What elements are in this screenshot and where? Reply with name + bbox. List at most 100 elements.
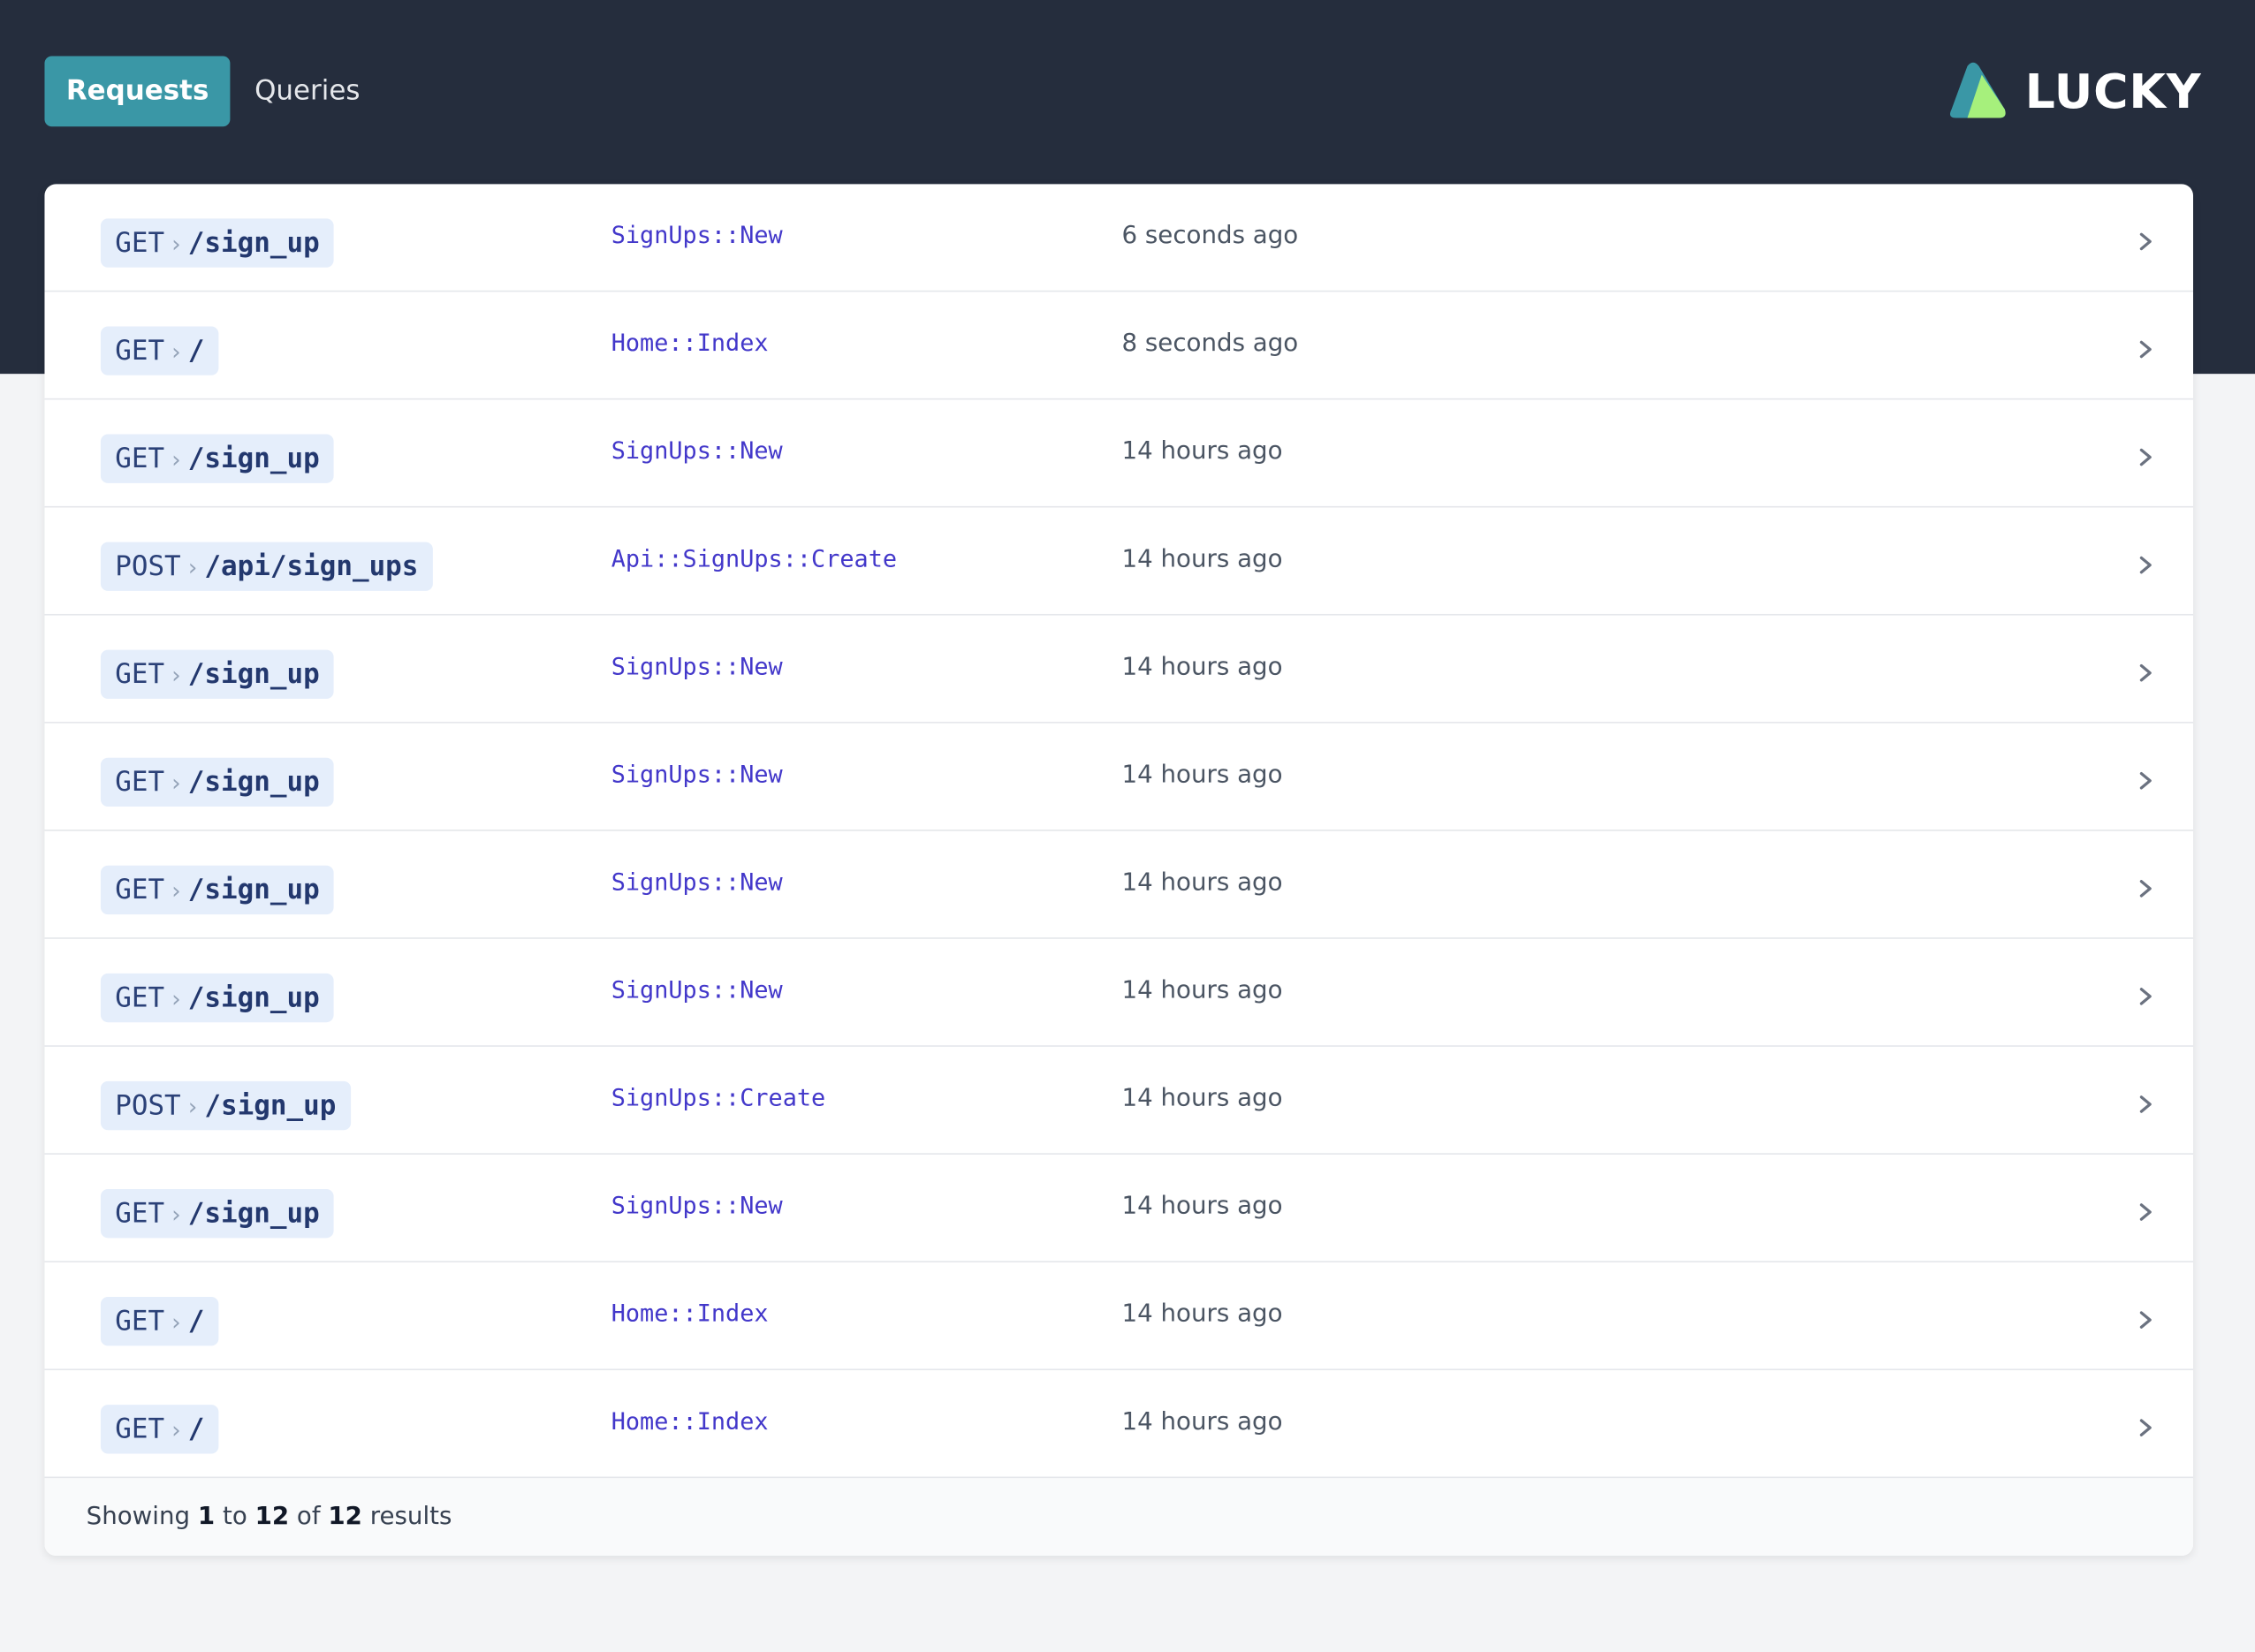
- action-name: Home::Index: [611, 329, 769, 357]
- http-method: POST: [115, 1089, 181, 1122]
- timestamp: 14 hours ago: [1121, 1084, 1283, 1113]
- request-row[interactable]: GET ›/sign_up SignUps::New 14 hours ago: [44, 399, 2194, 508]
- timestamp: 14 hours ago: [1121, 1192, 1283, 1221]
- separator: ›: [171, 769, 181, 797]
- request-path: /sign_up: [187, 766, 320, 799]
- text: Showing: [86, 1502, 191, 1532]
- request-row[interactable]: GET ›/sign_up SignUps::New 14 hours ago: [44, 939, 2194, 1047]
- request-list: GET ›/sign_up SignUps::New 6 seconds ago GET…: [44, 184, 2194, 1557]
- timestamp: 14 hours ago: [1121, 1300, 1283, 1329]
- request-path: /: [187, 1413, 205, 1445]
- timestamp: 14 hours ago: [1121, 1407, 1283, 1436]
- request-path: /sign_up: [187, 874, 320, 906]
- separator: ›: [187, 553, 198, 581]
- http-method: GET: [115, 1197, 165, 1230]
- request-row[interactable]: POST ›/sign_up SignUps::Create 14 hours ago: [44, 1047, 2194, 1155]
- request-row[interactable]: GET › / Home::Index 14 hours ago: [44, 1370, 2194, 1479]
- request-row[interactable]: GET › / Home::Index 8 seconds ago: [44, 292, 2194, 400]
- route-badge: GET ›/sign_up: [100, 1188, 334, 1239]
- nav-tab[interactable]: Queries: [254, 74, 361, 107]
- request-path: /api/sign_ups: [204, 550, 419, 583]
- timestamp: 8 seconds ago: [1121, 329, 1299, 359]
- separator: ›: [171, 1201, 181, 1228]
- route-badge: GET ›/sign_up: [100, 218, 334, 268]
- action-name: Home::Index: [611, 1300, 769, 1328]
- text: results: [369, 1502, 452, 1532]
- route-badge: POST ›/api/sign_ups: [100, 542, 433, 591]
- timestamp: 14 hours ago: [1121, 436, 1283, 466]
- action-name: SignUps::New: [611, 1192, 783, 1220]
- separator: ›: [171, 1308, 181, 1336]
- logo-text: LUCKY: [2024, 62, 2202, 119]
- chevron-icon: [2139, 1311, 2152, 1329]
- request-row[interactable]: GET › / Home::Index 14 hours ago: [44, 1262, 2194, 1371]
- chevron-icon: [2139, 771, 2152, 790]
- timestamp: 6 seconds ago: [1121, 221, 1299, 251]
- separator: ›: [171, 661, 181, 689]
- route-badge: GET ›/sign_up: [100, 757, 334, 807]
- request-path: /sign_up: [187, 981, 320, 1014]
- route-badge: GET ›/sign_up: [100, 865, 334, 915]
- chevron-icon: [2139, 232, 2152, 251]
- route-badge: GET › /: [100, 1405, 219, 1454]
- request-path: /: [187, 1305, 205, 1338]
- action-name: SignUps::New: [611, 976, 783, 1004]
- chevron-icon: [2139, 663, 2152, 682]
- separator: ›: [171, 984, 181, 1012]
- request-row[interactable]: POST ›/api/sign_ups Api::SignUps::Create 14…: [44, 508, 2194, 616]
- separator: ›: [171, 337, 181, 366]
- request-row[interactable]: GET ›/sign_up SignUps::New 14 hours ago: [44, 831, 2194, 939]
- request-row[interactable]: GET ›/sign_up SignUps::New 14 hours ago: [44, 724, 2194, 831]
- request-row[interactable]: GET ›/sign_up SignUps::New 6 seconds ago: [44, 184, 2194, 292]
- timestamp: 14 hours ago: [1121, 544, 1283, 574]
- request-path: /sign_up: [187, 658, 320, 691]
- action-name: SignUps::Create: [611, 1084, 826, 1112]
- chevron-icon: [2139, 988, 2152, 1005]
- separator: ›: [187, 1092, 198, 1120]
- action-name: SignUps::New: [611, 221, 783, 249]
- action-name: Home::Index: [611, 1407, 769, 1436]
- chevron-icon: [2139, 1095, 2152, 1113]
- request-path: /sign_up: [187, 1197, 320, 1230]
- route-badge: GET › /: [100, 326, 219, 375]
- pagination-summary: Showing 1 to 12 of 12 results: [44, 1478, 2194, 1557]
- request-row[interactable]: GET ›/sign_up SignUps::New 14 hours ago: [44, 1155, 2194, 1262]
- separator: ›: [171, 1416, 181, 1444]
- rows: GET ›/sign_up SignUps::New 6 seconds ago GET…: [44, 184, 2194, 1479]
- action-name: SignUps::New: [611, 436, 783, 465]
- action-name: SignUps::New: [611, 868, 783, 896]
- route-badge: GET › /: [100, 1297, 219, 1346]
- chevron-icon: [2139, 1203, 2152, 1221]
- http-method: GET: [115, 227, 165, 259]
- separator: ›: [171, 876, 181, 905]
- request-path: /: [187, 335, 205, 368]
- chevron-icon: [2139, 556, 2152, 574]
- separator: ›: [171, 445, 181, 474]
- logo: LUCKY: [1948, 57, 2202, 124]
- http-method: POST: [115, 550, 181, 583]
- timestamp: 14 hours ago: [1121, 652, 1283, 682]
- route-badge: GET ›/sign_up: [100, 649, 334, 699]
- action-name: SignUps::New: [611, 652, 783, 680]
- request-path: /sign_up: [187, 227, 320, 259]
- action-name: Api::SignUps::Create: [611, 544, 898, 572]
- nav-tab[interactable]: Requests: [44, 56, 231, 127]
- action-name: SignUps::New: [611, 760, 783, 788]
- number: 12: [328, 1502, 362, 1532]
- http-method: GET: [115, 1305, 165, 1338]
- route-badge: GET ›/sign_up: [100, 973, 334, 1023]
- http-method: GET: [115, 335, 165, 368]
- chevron-icon: [2139, 448, 2152, 466]
- separator: ›: [171, 230, 181, 258]
- request-path: /sign_up: [204, 1089, 337, 1122]
- route-badge: GET ›/sign_up: [100, 434, 334, 483]
- text: to: [222, 1502, 247, 1532]
- request-row[interactable]: GET ›/sign_up SignUps::New 14 hours ago: [44, 616, 2194, 724]
- chevron-icon: [2139, 880, 2152, 898]
- http-method: GET: [115, 766, 165, 799]
- http-method: GET: [115, 443, 165, 475]
- chevron-icon: [2139, 340, 2152, 359]
- timestamp: 14 hours ago: [1121, 760, 1283, 790]
